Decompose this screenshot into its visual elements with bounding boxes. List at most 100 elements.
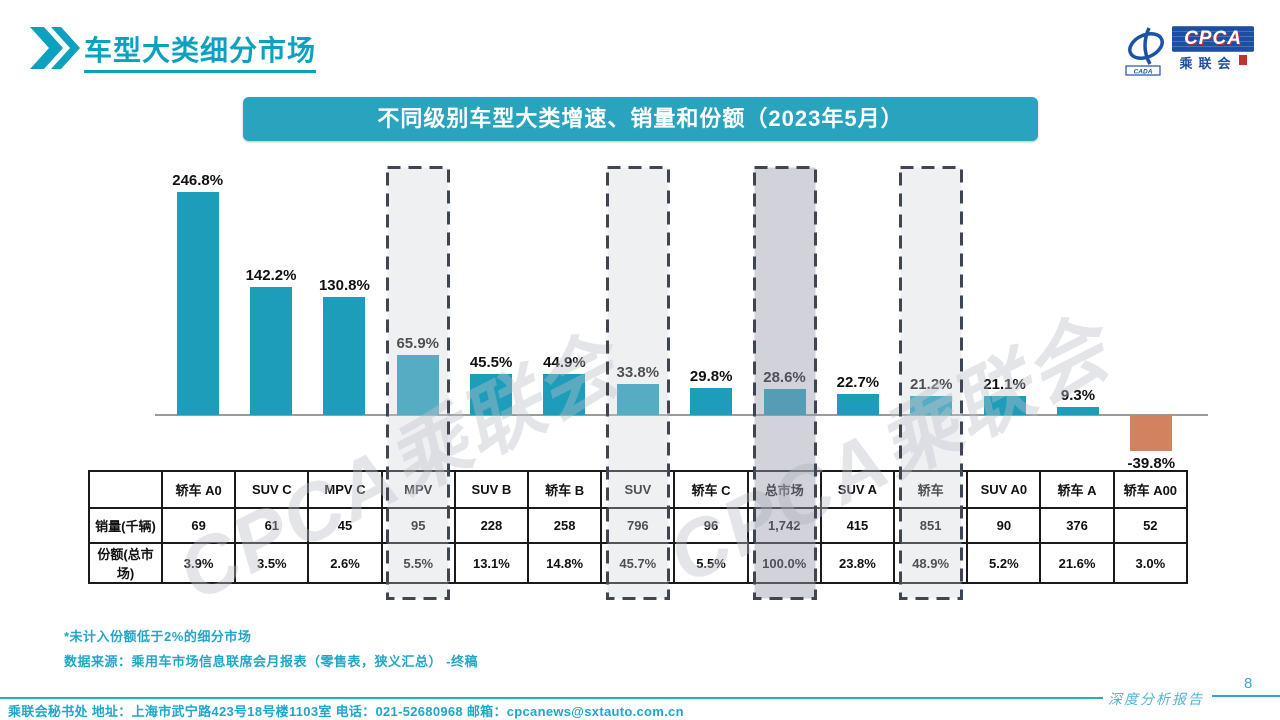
bar-slot: 21.1% (968, 167, 1041, 487)
table-header-cell: 轿车 (893, 470, 969, 509)
table-cell: 3.9% (160, 542, 237, 584)
page-number: 8 (1244, 675, 1253, 692)
table-header-cell: 轿车 B (527, 470, 603, 509)
bar-value-label: 22.7% (836, 374, 880, 392)
table-cell: 796 (600, 507, 676, 544)
bar-value-label: 28.6% (763, 369, 806, 387)
table-cell: 258 (527, 507, 603, 544)
bar-slot: 44.9% (528, 167, 601, 487)
bar-slot: 142.2% (234, 167, 307, 487)
table-cell: 5.2% (966, 542, 1042, 584)
table-cell: 69 (160, 507, 237, 544)
table-row: 份额(总市场) 3.9% 3.5% 2.6% 5.5% 13.1% 14.8% 45.7% 5.… (88, 542, 1189, 584)
table-cell: 13.1% (453, 542, 530, 584)
chart-baseline (155, 414, 1208, 416)
table-cell: 95 (380, 507, 456, 544)
data-table: 轿车 A0 SUV C MPV C MPV SUV B 轿车 B SUV 轿车 C 总市场 SUV… (88, 470, 1189, 584)
table-cell: 45.7% (600, 542, 676, 584)
bar (176, 191, 219, 415)
table-cell: 5.5% (380, 542, 456, 584)
bar (690, 388, 733, 415)
cpca-logo-cn-text: 乘联会 (1179, 53, 1247, 72)
table-header-cell: SUV (600, 470, 676, 509)
bar (836, 394, 879, 415)
bar-slot: 65.9% (381, 167, 454, 487)
chart-title-banner: 不同级别车型大类增速、销量和份额（2023年5月） (243, 97, 1038, 141)
bar (396, 355, 439, 415)
table-cell: 21.6% (1039, 542, 1115, 584)
bar (616, 384, 659, 415)
bar (470, 373, 513, 415)
bar-slot: 28.6% (748, 167, 821, 487)
bar-value-label: -39.8% (1127, 454, 1176, 472)
bar-value-label: 29.8% (689, 368, 733, 386)
table-cell: 851 (893, 507, 969, 544)
table-cell: 5.5% (673, 542, 749, 584)
bar-value-label: 246.8% (172, 171, 224, 189)
data-source-note: 数据来源：乘用车市场信息联席会月报表（零售表，狭义汇总） -终稿 (64, 654, 478, 669)
bar (250, 286, 293, 415)
cpca-swoosh-icon: CADA (1125, 27, 1164, 76)
table-header-cell: 轿车 A (1039, 470, 1115, 509)
table-cell: 96 (673, 507, 749, 544)
bar-value-label: 65.9% (396, 335, 440, 353)
cpca-logo-text: CPCA (1172, 26, 1254, 52)
bar-value-label: 21.2% (909, 375, 953, 393)
bar-value-label: 45.5% (469, 353, 513, 371)
bar-slot: 33.8% (601, 167, 674, 487)
bar-slot: 29.8% (675, 167, 748, 487)
bar-slot: 22.7% (821, 167, 894, 487)
bar (910, 395, 953, 415)
bar-slot: -39.8% (1115, 167, 1188, 487)
bar-value-label: 44.9% (543, 354, 586, 372)
bar-slot: 45.5% (454, 167, 527, 487)
bar (763, 389, 806, 415)
page-title: 车型大类细分市场 (84, 29, 317, 73)
svg-text:CADA: CADA (1134, 69, 1153, 76)
table-row-label: 销量(千辆) (88, 507, 163, 544)
table-cell: 3.0% (1112, 542, 1189, 584)
bar-slot: 130.8% (308, 167, 381, 487)
table-header-cell: SUV C (234, 470, 310, 509)
bar-value-label: 130.8% (318, 276, 370, 294)
table-row-label: 份额(总市场) (88, 542, 163, 584)
table-cell: 61 (234, 507, 310, 544)
table-header-cell: 轿车 C (673, 470, 749, 509)
footer-contact: 乘联会秘书处 地址：上海市武宁路423号18号楼1103室 电话：021-526… (8, 704, 684, 719)
table-header-cell: MPV C (307, 470, 383, 509)
bar-value-label: 142.2% (245, 266, 297, 284)
table-header-cell: SUV A (819, 470, 896, 509)
footer-rule-right (1212, 695, 1280, 697)
footnote: *未计入份额低于2%的细分市场 (64, 629, 252, 644)
table-cell: 100.0% (746, 542, 822, 584)
bar-slot: 9.3% (1041, 167, 1114, 487)
bar (323, 296, 366, 415)
bar (1056, 406, 1099, 415)
bar-value-label: 9.3% (1060, 386, 1096, 404)
table-header-cell: SUV A0 (966, 470, 1042, 509)
table-cell: 90 (966, 507, 1042, 544)
table-cell: 52 (1112, 507, 1189, 544)
footer-rule (0, 697, 1103, 699)
bar-value-label: 21.1% (983, 375, 1026, 393)
table-header-cell: SUV B (453, 470, 530, 509)
table-header-row: 轿车 A0 SUV C MPV C MPV SUV B 轿车 B SUV 轿车 C 总市场 SUV… (88, 470, 1189, 509)
table-header-cell: 总市场 (746, 470, 822, 509)
title-chevrons-icon (30, 27, 80, 69)
bar-slot: 21.2% (895, 167, 968, 487)
table-row: 销量(千辆) 69 61 45 95 228 258 796 96 1,742 415 851 90 37… (88, 507, 1189, 544)
table-corner-cell (88, 470, 163, 509)
table-cell: 376 (1039, 507, 1115, 544)
table-cell: 45 (307, 507, 383, 544)
bar-chart: 246.8% 142.2% 130.8% 65.9% 45.5% 44.9% 33.8% 29… (155, 167, 1208, 487)
bar-value-label: 33.8% (616, 364, 660, 382)
bar (1130, 415, 1173, 451)
bar (543, 374, 586, 415)
table-cell: 3.5% (234, 542, 310, 584)
table-cell: 1,742 (746, 507, 822, 544)
table-header-cell: 轿车 A0 (160, 470, 237, 509)
table-cell: 415 (819, 507, 896, 544)
table-header-cell: MPV (380, 470, 456, 509)
cpca-logo: CADA CPCA 乘联会 (1124, 26, 1254, 76)
